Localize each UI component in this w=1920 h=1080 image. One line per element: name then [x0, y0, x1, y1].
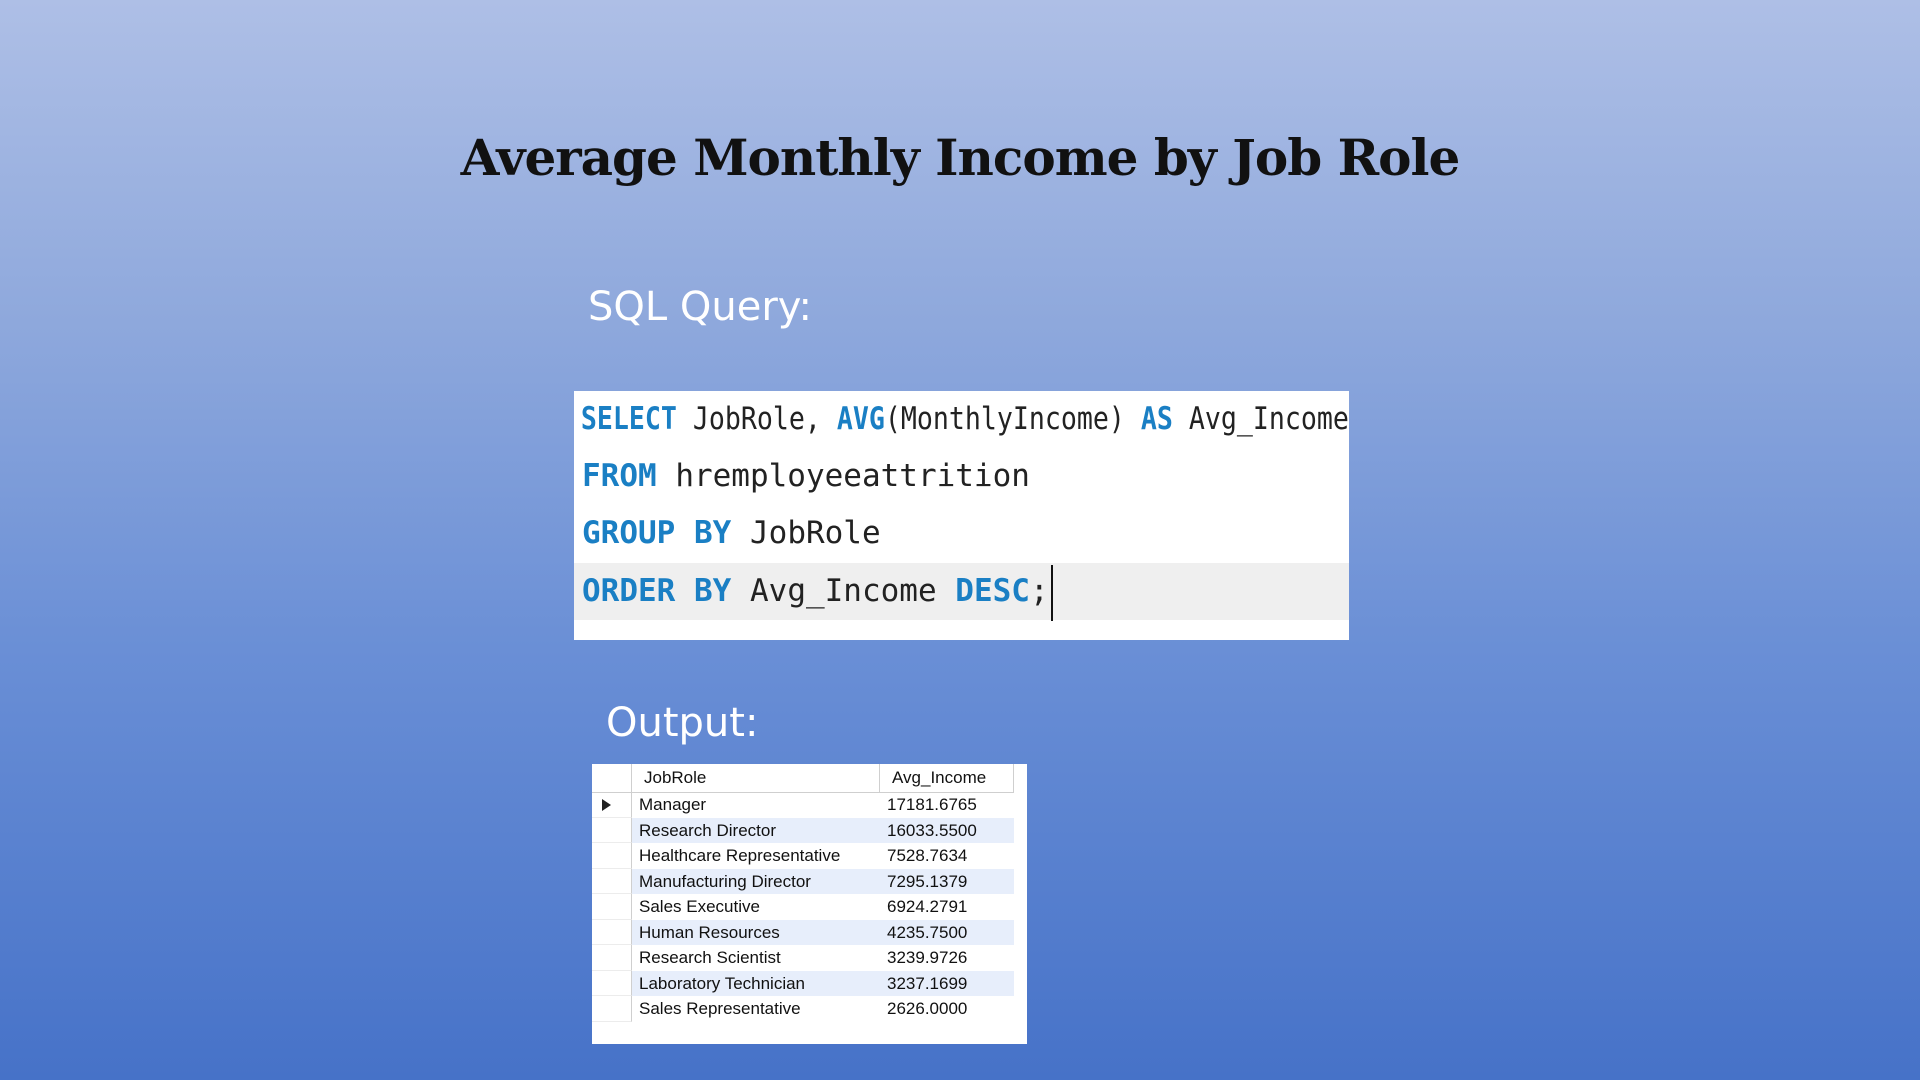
sql-keyword: DESC: [955, 573, 1030, 609]
row-selector[interactable]: [592, 792, 632, 818]
sql-line-2[interactable]: FROM hremployeeattrition: [574, 448, 1349, 505]
grid-header: JobRole Avg_Income: [592, 764, 1014, 793]
result-grid[interactable]: JobRole Avg_Income Manager 17181.6765 Re…: [592, 764, 1027, 1044]
cell-avg-income[interactable]: 2626.0000: [887, 999, 968, 1018]
cell-jobrole[interactable]: Laboratory Technician: [632, 970, 880, 996]
cell-avg-income[interactable]: 7295.1379: [880, 868, 1014, 894]
sql-text: [675, 515, 694, 551]
sql-keyword: SELECT: [580, 401, 677, 437]
table-row[interactable]: Laboratory Technician 3237.1699: [592, 970, 1014, 996]
cell-avg-income[interactable]: 4235.7500: [880, 919, 1014, 945]
sql-text: [675, 573, 694, 609]
sql-line-4-current[interactable]: ORDER BY Avg_Income DESC;: [574, 563, 1349, 621]
cell-avg-income[interactable]: 3237.1699: [880, 970, 1014, 996]
sql-line-3[interactable]: GROUP BY JobRole: [574, 505, 1349, 562]
cell-jobrole[interactable]: Sales Representative: [639, 999, 801, 1018]
sql-keyword: GROUP: [582, 515, 676, 551]
sql-keyword: ORDER: [582, 573, 676, 609]
sql-text: hremployeeattrition: [656, 458, 1030, 494]
cell-avg-income[interactable]: 6924.2791: [887, 897, 968, 916]
column-header-jobrole[interactable]: JobRole: [632, 764, 880, 792]
cell-jobrole[interactable]: Sales Executive: [639, 897, 760, 916]
sql-keyword: FROM: [582, 458, 657, 494]
slide-title: Average Monthly Income by Job Role: [460, 128, 1461, 187]
sql-text: Avg_Income: [731, 573, 956, 609]
output-label: Output:: [606, 700, 759, 746]
row-selector[interactable]: [592, 868, 632, 894]
table-row[interactable]: Research Scientist 3239.9726: [592, 945, 1014, 971]
sql-text: JobRole: [731, 515, 881, 551]
row-selector[interactable]: [592, 919, 632, 945]
row-selector[interactable]: [592, 970, 632, 996]
sql-keyword: BY: [694, 573, 732, 609]
cell-jobrole[interactable]: Manufacturing Director: [632, 868, 880, 894]
sql-keyword: AVG: [836, 401, 885, 437]
sql-editor[interactable]: SELECT JobRole, AVG(MonthlyIncome) AS Av…: [574, 391, 1349, 640]
row-selector[interactable]: [592, 945, 632, 971]
cell-jobrole[interactable]: Healthcare Representative: [639, 846, 841, 865]
cell-jobrole[interactable]: Manager: [639, 795, 707, 814]
triangle-right-icon: [602, 799, 611, 811]
sql-line-1[interactable]: SELECT JobRole, AVG(MonthlyIncome) AS Av…: [574, 391, 1349, 448]
sql-text: ;: [1029, 573, 1049, 609]
table-row[interactable]: Healthcare Representative 7528.7634: [592, 843, 1014, 869]
sql-text: JobRole,: [676, 401, 837, 437]
sql-text: (MonthlyIncome): [884, 401, 1141, 437]
cell-avg-income[interactable]: 3239.9726: [887, 948, 968, 967]
row-selector-header[interactable]: [592, 764, 632, 792]
table-row[interactable]: Manager 17181.6765: [592, 792, 1014, 818]
cell-avg-income[interactable]: 17181.6765: [887, 795, 977, 814]
table-row[interactable]: Manufacturing Director 7295.1379: [592, 868, 1014, 894]
row-selector[interactable]: [592, 996, 632, 1022]
table-row[interactable]: Research Director 16033.5500: [592, 817, 1014, 843]
row-selector[interactable]: [592, 894, 632, 920]
sql-keyword: BY: [694, 515, 732, 551]
table-row[interactable]: Sales Executive 6924.2791: [592, 894, 1014, 920]
sql-query-label: SQL Query:: [588, 284, 813, 330]
sql-text: Avg_Income: [1172, 401, 1349, 437]
sql-keyword: AS: [1140, 401, 1173, 437]
grid-body: Manager 17181.6765 Research Director 160…: [592, 792, 1014, 1022]
table-row[interactable]: Human Resources 4235.7500: [592, 919, 1014, 945]
cell-jobrole[interactable]: Human Resources: [632, 919, 880, 945]
cell-avg-income[interactable]: 16033.5500: [880, 817, 1014, 843]
text-cursor: [1050, 564, 1053, 621]
row-selector[interactable]: [592, 843, 632, 869]
cell-avg-income[interactable]: 7528.7634: [887, 846, 968, 865]
cell-jobrole[interactable]: Research Director: [632, 817, 880, 843]
table-row[interactable]: Sales Representative 2626.0000: [592, 996, 1014, 1022]
column-header-avg-income[interactable]: Avg_Income: [880, 764, 1014, 792]
row-selector[interactable]: [592, 817, 632, 843]
cell-jobrole[interactable]: Research Scientist: [639, 948, 781, 967]
